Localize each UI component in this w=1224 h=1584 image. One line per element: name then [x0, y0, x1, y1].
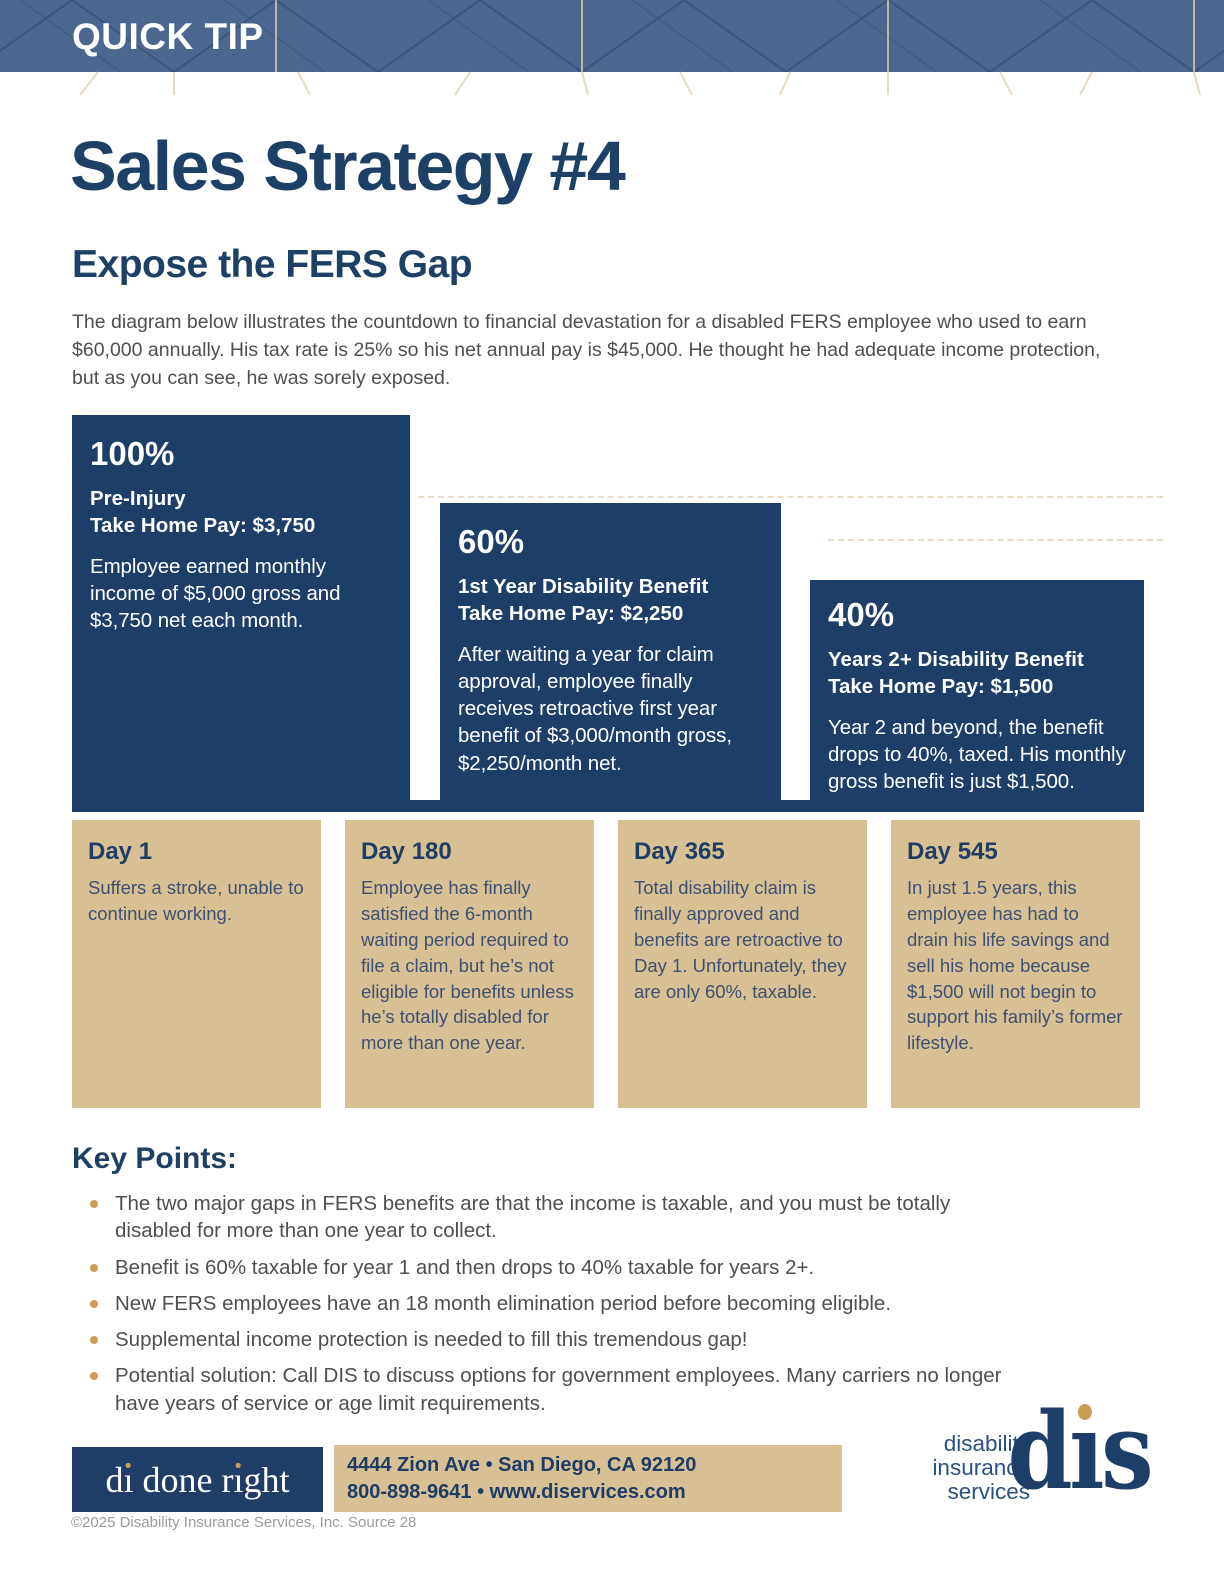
day-box-545: Day 545 In just 1.5 years, this employee… — [891, 820, 1140, 1108]
dis-logo-mark: dı s — [1007, 1388, 1153, 1513]
contact-info-box: 4444 Zion Ave • San Diego, CA 92120 800-… — [334, 1445, 842, 1512]
benefit-box-40pct: 40% Years 2+ Disability Benefit Take Hom… — [810, 580, 1144, 800]
key-point-item: Supplemental income protection is needed… — [88, 1326, 1028, 1353]
header-banner-pattern — [0, 0, 1224, 96]
key-point-item: New FERS employees have an 18 month elim… — [88, 1290, 1028, 1317]
benefit-description: Year 2 and beyond, the benefit drops to … — [828, 715, 1126, 794]
day-description: Suffers a stroke, unable to continue wor… — [88, 877, 304, 924]
benefit-percentage: 100% — [90, 435, 175, 472]
tagline-text: dı done rı ght — [105, 1459, 290, 1500]
page-subtitle: Expose the FERS Gap — [72, 243, 473, 286]
timeline-divider-band — [72, 800, 1144, 812]
day-label: Day 1 — [88, 838, 153, 865]
dis-logo-wordmark: disability insurance services — [932, 1431, 1030, 1504]
benefit-subheading: 1st Year Disability Benefit Take Home Pa… — [458, 575, 709, 626]
day-description: In just 1.5 years, this employee has had… — [907, 877, 1123, 1054]
day-box-1: Day 1 Suffers a stroke, unable to contin… — [72, 820, 321, 1108]
day-label: Day 180 — [361, 838, 452, 865]
key-point-item: Potential solution: Call DIS to discuss … — [88, 1362, 1028, 1417]
quick-tip-label: QUICK TIP — [72, 16, 264, 57]
benefit-description: Employee earned monthly income of $5,000… — [90, 554, 341, 633]
contact-address: 4444 Zion Ave • San Diego, CA 92120 — [347, 1453, 697, 1476]
di-done-right-tagline-box: dı done rı ght — [72, 1447, 323, 1512]
decorative-dash-line — [418, 496, 1163, 498]
day-description: Total disability claim is finally approv… — [634, 877, 847, 1002]
key-point-item: Benefit is 60% taxable for year 1 and th… — [88, 1254, 1028, 1281]
benefit-percentage: 60% — [458, 523, 525, 560]
day-box-365: Day 365 Total disability claim is finall… — [618, 820, 867, 1108]
key-points-heading: Key Points: — [72, 1142, 238, 1175]
benefit-description: After waiting a year for claim approval,… — [458, 642, 732, 775]
day-description: Employee has finally satisfied the 6-mon… — [361, 877, 574, 1054]
key-point-item: The two major gaps in FERS benefits are … — [88, 1190, 1028, 1245]
page-title: Sales Strategy #4 — [70, 127, 626, 205]
contact-phone-web: 800-898-9641 • www.diservices.com — [347, 1480, 686, 1503]
benefit-percentage: 40% — [828, 596, 895, 633]
benefit-subheading: Years 2+ Disability Benefit Take Home Pa… — [828, 648, 1084, 699]
benefit-subheading: Pre-Injury Take Home Pay: $3,750 — [90, 487, 316, 538]
intro-paragraph: The diagram below illustrates the countd… — [72, 311, 1101, 390]
day-label: Day 365 — [634, 838, 725, 865]
copyright-line: ©2025 Disability Insurance Services, Inc… — [71, 1514, 417, 1531]
decorative-dash-line — [828, 539, 1163, 541]
benefit-box-60pct: 60% 1st Year Disability Benefit Take Hom… — [440, 503, 781, 800]
day-label: Day 545 — [907, 838, 998, 865]
day-box-180: Day 180 Employee has finally satisfied t… — [345, 820, 594, 1108]
key-points-list: The two major gaps in FERS benefits are … — [88, 1190, 1028, 1426]
benefit-box-100pct: 100% Pre-Injury Take Home Pay: $3,750 Em… — [72, 415, 410, 800]
